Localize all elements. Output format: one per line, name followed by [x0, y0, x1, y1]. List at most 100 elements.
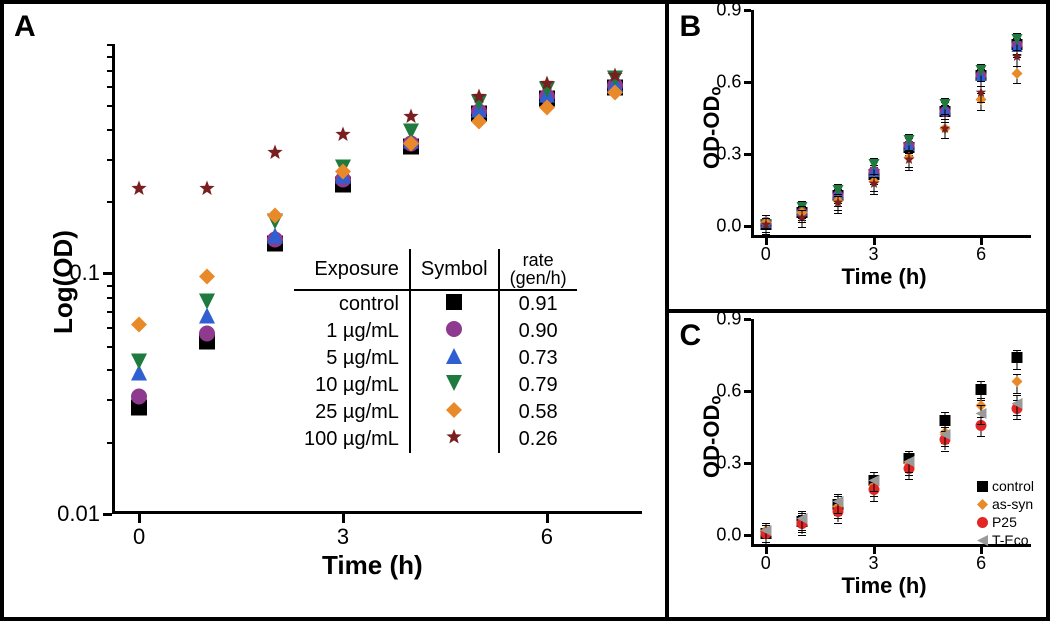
x-axis-label: Time (h) — [322, 550, 423, 581]
panel-a-legend-table: Exposure Symbol rate(gen/h) control 0.91… — [294, 249, 577, 453]
legend-row: control 0.91 — [294, 290, 577, 318]
data-point — [1012, 66, 1023, 84]
panel-c: C 0360.00.30.60.9Time (h)OD-ODₒ control … — [669, 313, 1046, 618]
legend-header-rate: rate(gen/h) — [499, 249, 577, 290]
data-point — [131, 389, 147, 410]
x-axis-label: Time (h) — [841, 264, 926, 290]
data-point — [471, 113, 487, 134]
data-point — [868, 473, 879, 491]
legend-exposure: 5 µg/mL — [294, 345, 410, 372]
legend-rate: 0.26 — [499, 426, 577, 453]
data-point — [131, 354, 147, 375]
y-axis-label: OD-ODₒ — [699, 395, 725, 477]
legend-label: P25 — [992, 514, 1017, 530]
x-tick-label: 6 — [541, 524, 553, 550]
x-tick-label: 3 — [868, 553, 878, 574]
panel-a: A 0360.010.1Time (h)Log(OD) Exposure Sym… — [4, 4, 669, 617]
y-axis — [751, 10, 754, 238]
x-tick-label: 3 — [868, 244, 878, 265]
legend-header-symbol: Symbol — [410, 249, 499, 290]
panel-a-label: A — [14, 10, 36, 44]
x-axis — [751, 235, 1031, 238]
data-point — [1012, 396, 1023, 414]
data-point — [976, 85, 987, 103]
x-tick-label: 0 — [133, 524, 145, 550]
legend-swatch — [974, 481, 992, 492]
data-point — [335, 126, 351, 147]
x-axis — [112, 511, 642, 514]
x-tick-label: 6 — [976, 553, 986, 574]
legend-symbol — [410, 426, 499, 453]
legend-label: T-Eco — [992, 532, 1029, 548]
legend-rate: 0.90 — [499, 318, 577, 345]
legend-exposure: 10 µg/mL — [294, 372, 410, 399]
legend-rate: 0.73 — [499, 345, 577, 372]
legend-exposure: 25 µg/mL — [294, 399, 410, 426]
data-point — [131, 181, 147, 202]
y-axis — [751, 319, 754, 547]
legend-row: 1 µg/mL 0.90 — [294, 318, 577, 345]
data-point — [904, 133, 915, 151]
legend-row: control — [974, 477, 1034, 495]
x-axis-label: Time (h) — [841, 573, 926, 599]
legend-symbol — [410, 345, 499, 372]
y-axis — [112, 44, 115, 514]
data-point — [904, 152, 915, 170]
data-point — [1012, 350, 1023, 368]
legend-row: 5 µg/mL 0.73 — [294, 345, 577, 372]
y-tick-label: 0.01 — [20, 501, 100, 527]
legend-exposure: 100 µg/mL — [294, 426, 410, 453]
data-point — [832, 195, 843, 213]
data-point — [868, 176, 879, 194]
figure: A 0360.010.1Time (h)Log(OD) Exposure Sym… — [0, 0, 1050, 621]
data-point — [796, 210, 807, 228]
data-point — [904, 454, 915, 472]
legend-symbol — [410, 372, 499, 399]
data-point — [199, 268, 215, 289]
data-point — [832, 494, 843, 512]
data-point — [539, 76, 555, 97]
legend-row: 100 µg/mL 0.26 — [294, 426, 577, 453]
legend-row: T-Eco — [974, 531, 1034, 549]
data-point — [940, 97, 951, 115]
legend-rate: 0.91 — [499, 290, 577, 318]
data-point — [131, 316, 147, 337]
y-tick-label: 0.0 — [681, 524, 741, 545]
data-point — [335, 163, 351, 184]
panel-b: B 0360.00.30.60.9Time (h)OD-ODₒ — [669, 4, 1046, 313]
data-point — [1012, 32, 1023, 50]
data-point — [760, 217, 771, 235]
data-point — [403, 108, 419, 129]
data-point — [940, 427, 951, 445]
legend-header: Exposure Symbol rate(gen/h) — [294, 249, 577, 290]
legend-rate: 0.58 — [499, 399, 577, 426]
legend-table: Exposure Symbol rate(gen/h) control 0.91… — [294, 249, 577, 453]
y-tick-label: 0.9 — [681, 308, 741, 329]
legend-symbol — [410, 290, 499, 318]
data-point — [1012, 374, 1023, 392]
data-point — [607, 67, 623, 88]
legend-header-exposure: Exposure — [294, 249, 410, 290]
legend-row: 25 µg/mL 0.58 — [294, 399, 577, 426]
y-tick-label: 0.9 — [681, 0, 741, 21]
data-point — [760, 523, 771, 541]
legend-exposure: control — [294, 290, 410, 318]
data-point — [199, 181, 215, 202]
legend-symbol — [410, 399, 499, 426]
data-point — [267, 145, 283, 166]
data-point — [199, 293, 215, 314]
data-point — [539, 99, 555, 120]
legend-swatch — [974, 499, 992, 510]
x-tick-label: 3 — [337, 524, 349, 550]
panel-b-plot: 0360.00.30.60.9Time (h)OD-ODₒ — [751, 10, 1031, 238]
data-point — [976, 63, 987, 81]
data-point — [976, 406, 987, 424]
y-axis-label: Log(OD) — [48, 230, 79, 334]
data-point — [267, 208, 283, 229]
x-tick-label: 0 — [761, 244, 771, 265]
legend-label: as-syn — [992, 496, 1033, 512]
legend-exposure: 1 µg/mL — [294, 318, 410, 345]
data-point — [403, 135, 419, 156]
x-tick-label: 0 — [761, 553, 771, 574]
x-tick-label: 6 — [976, 244, 986, 265]
